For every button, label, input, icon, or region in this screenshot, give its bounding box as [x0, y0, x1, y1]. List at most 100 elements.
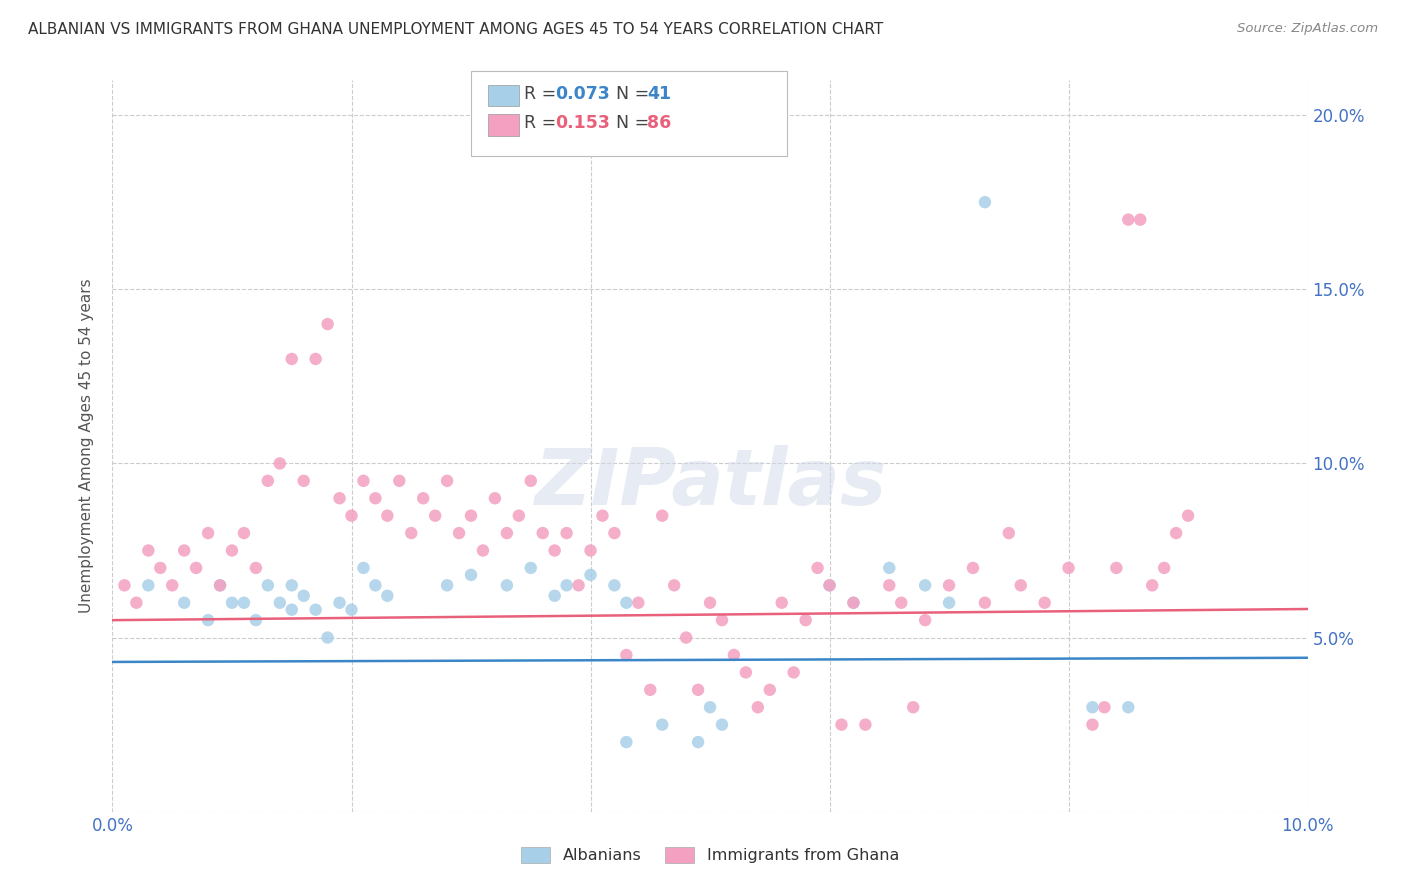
Immigrants from Ghana — [245, 561, 267, 575]
Immigrants from Ghana — [879, 578, 901, 592]
Immigrants from Ghana — [711, 613, 734, 627]
Albanians — [688, 735, 710, 749]
Immigrants from Ghana — [998, 526, 1021, 541]
Immigrants from Ghana — [149, 561, 172, 575]
Text: Source: ZipAtlas.com: Source: ZipAtlas.com — [1237, 22, 1378, 36]
Albanians — [651, 717, 673, 731]
Immigrants from Ghana — [627, 596, 650, 610]
Immigrants from Ghana — [197, 526, 219, 541]
Albanians — [233, 596, 256, 610]
Albanians — [292, 589, 315, 603]
Immigrants from Ghana — [1142, 578, 1164, 592]
Albanians — [257, 578, 280, 592]
Immigrants from Ghana — [1094, 700, 1116, 714]
Albanians — [616, 596, 638, 610]
Immigrants from Ghana — [364, 491, 387, 506]
Immigrants from Ghana — [664, 578, 686, 592]
Albanians — [543, 589, 565, 603]
Text: N =: N = — [616, 114, 655, 132]
Immigrants from Ghana — [125, 596, 148, 610]
Immigrants from Ghana — [1177, 508, 1199, 523]
Albanians — [818, 578, 841, 592]
Immigrants from Ghana — [855, 717, 877, 731]
Immigrants from Ghana — [340, 508, 363, 523]
Immigrants from Ghana — [747, 700, 769, 714]
Immigrants from Ghana — [783, 665, 806, 680]
Immigrants from Ghana — [1153, 561, 1175, 575]
Immigrants from Ghana — [186, 561, 208, 575]
Albanians — [1118, 700, 1140, 714]
Immigrants from Ghana — [173, 543, 195, 558]
Immigrants from Ghana — [1057, 561, 1080, 575]
Legend: Albanians, Immigrants from Ghana: Albanians, Immigrants from Ghana — [515, 840, 905, 870]
Immigrants from Ghana — [1081, 717, 1104, 731]
Albanians — [245, 613, 267, 627]
Immigrants from Ghana — [257, 474, 280, 488]
Albanians — [699, 700, 721, 714]
Immigrants from Ghana — [579, 543, 602, 558]
Immigrants from Ghana — [1105, 561, 1128, 575]
Immigrants from Ghana — [807, 561, 830, 575]
Immigrants from Ghana — [723, 648, 745, 662]
Albanians — [353, 561, 375, 575]
Immigrants from Ghana — [603, 526, 626, 541]
Immigrants from Ghana — [794, 613, 817, 627]
Albanians — [842, 596, 865, 610]
Immigrants from Ghana — [531, 526, 554, 541]
Immigrants from Ghana — [436, 474, 458, 488]
Immigrants from Ghana — [508, 508, 530, 523]
Text: 0.153: 0.153 — [555, 114, 610, 132]
Text: 86: 86 — [647, 114, 671, 132]
Albanians — [938, 596, 960, 610]
Immigrants from Ghana — [484, 491, 506, 506]
Immigrants from Ghana — [555, 526, 578, 541]
Immigrants from Ghana — [770, 596, 793, 610]
Albanians — [281, 578, 304, 592]
Albanians — [209, 578, 232, 592]
Albanians — [436, 578, 458, 592]
Immigrants from Ghana — [735, 665, 758, 680]
Immigrants from Ghana — [449, 526, 471, 541]
Immigrants from Ghana — [592, 508, 614, 523]
Albanians — [197, 613, 219, 627]
Text: N =: N = — [616, 85, 655, 103]
Immigrants from Ghana — [842, 596, 865, 610]
Immigrants from Ghana — [305, 351, 328, 366]
Albanians — [555, 578, 578, 592]
Albanians — [316, 631, 339, 645]
Immigrants from Ghana — [425, 508, 447, 523]
Albanians — [496, 578, 519, 592]
Immigrants from Ghana — [962, 561, 984, 575]
Albanians — [879, 561, 901, 575]
Immigrants from Ghana — [329, 491, 352, 506]
Text: 41: 41 — [647, 85, 671, 103]
Albanians — [377, 589, 399, 603]
Immigrants from Ghana — [1010, 578, 1032, 592]
Albanians — [173, 596, 195, 610]
Immigrants from Ghana — [675, 631, 697, 645]
Immigrants from Ghana — [162, 578, 183, 592]
Immigrants from Ghana — [221, 543, 243, 558]
Albanians — [329, 596, 352, 610]
Immigrants from Ghana — [699, 596, 721, 610]
Albanians — [579, 567, 602, 582]
Immigrants from Ghana — [759, 682, 782, 697]
Albanians — [460, 567, 482, 582]
Albanians — [138, 578, 160, 592]
Immigrants from Ghana — [377, 508, 399, 523]
Immigrants from Ghana — [316, 317, 339, 331]
Immigrants from Ghana — [292, 474, 315, 488]
Immigrants from Ghana — [472, 543, 495, 558]
Immigrants from Ghana — [640, 682, 662, 697]
Immigrants from Ghana — [818, 578, 841, 592]
Albanians — [1081, 700, 1104, 714]
Immigrants from Ghana — [914, 613, 936, 627]
Albanians — [281, 603, 304, 617]
Immigrants from Ghana — [233, 526, 256, 541]
Immigrants from Ghana — [460, 508, 482, 523]
Immigrants from Ghana — [938, 578, 960, 592]
Albanians — [340, 603, 363, 617]
Immigrants from Ghana — [412, 491, 434, 506]
Immigrants from Ghana — [138, 543, 160, 558]
Text: R =: R = — [524, 85, 562, 103]
